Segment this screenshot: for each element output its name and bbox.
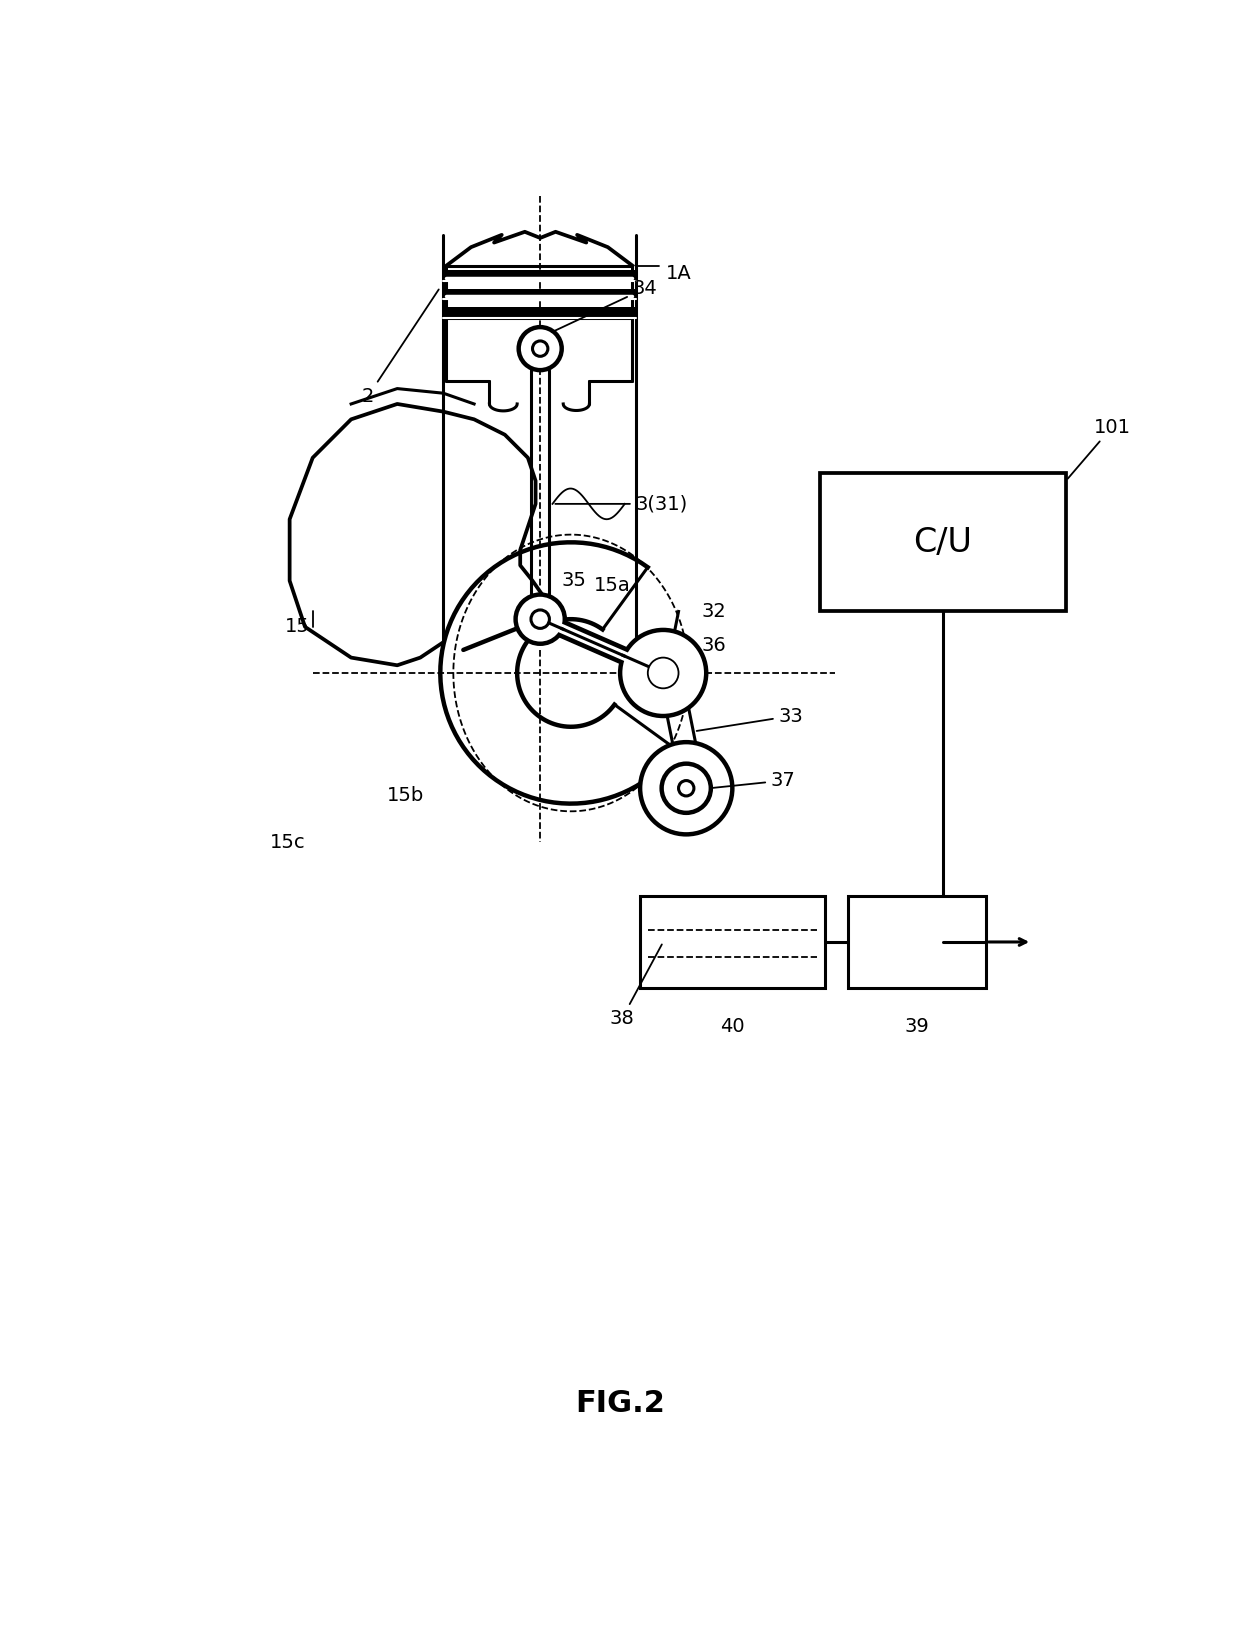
Text: 1A: 1A: [666, 264, 692, 283]
Text: 32: 32: [702, 602, 727, 620]
Bar: [640, 895, 825, 989]
Circle shape: [647, 658, 678, 688]
Text: 15c: 15c: [269, 833, 305, 851]
Polygon shape: [537, 612, 666, 679]
Text: 15b: 15b: [387, 786, 424, 805]
Bar: [848, 895, 986, 989]
Text: 2: 2: [362, 290, 439, 406]
Circle shape: [516, 594, 564, 643]
Text: FIG.2: FIG.2: [575, 1388, 665, 1418]
Text: C/U: C/U: [914, 525, 972, 558]
Text: 101: 101: [1068, 417, 1131, 478]
Text: 36: 36: [702, 635, 727, 655]
Bar: [820, 473, 1066, 612]
Circle shape: [532, 340, 548, 357]
Circle shape: [678, 781, 694, 796]
Text: 40: 40: [720, 1017, 745, 1036]
Circle shape: [531, 611, 549, 629]
Text: 39: 39: [904, 1017, 929, 1036]
Circle shape: [620, 630, 707, 715]
Text: 33: 33: [697, 707, 804, 732]
Text: 35: 35: [562, 571, 587, 591]
Text: 38: 38: [609, 945, 662, 1028]
Text: 34: 34: [552, 280, 657, 332]
Circle shape: [662, 763, 711, 814]
Circle shape: [640, 742, 733, 835]
Text: 15a: 15a: [594, 576, 631, 594]
Bar: [444, 308, 636, 318]
Polygon shape: [539, 617, 665, 676]
Bar: [444, 270, 636, 282]
Text: 15: 15: [285, 617, 310, 637]
Text: 3(31): 3(31): [556, 494, 688, 514]
Text: 37: 37: [712, 771, 796, 791]
Circle shape: [518, 327, 562, 370]
Bar: [444, 288, 636, 300]
